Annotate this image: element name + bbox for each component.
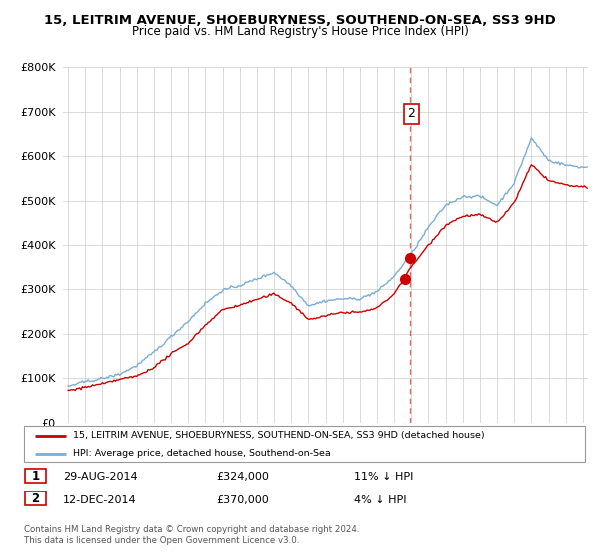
- Text: 12-DEC-2014: 12-DEC-2014: [63, 494, 137, 505]
- FancyBboxPatch shape: [24, 426, 585, 462]
- Text: £324,000: £324,000: [216, 472, 269, 482]
- Text: HPI: Average price, detached house, Southend-on-Sea: HPI: Average price, detached house, Sout…: [73, 450, 331, 459]
- Text: 15, LEITRIM AVENUE, SHOEBURYNESS, SOUTHEND-ON-SEA, SS3 9HD (detached house): 15, LEITRIM AVENUE, SHOEBURYNESS, SOUTHE…: [73, 431, 485, 440]
- Text: 2: 2: [31, 492, 40, 505]
- Text: 2: 2: [407, 108, 415, 120]
- Text: Price paid vs. HM Land Registry's House Price Index (HPI): Price paid vs. HM Land Registry's House …: [131, 25, 469, 38]
- Text: 1: 1: [31, 469, 40, 483]
- FancyBboxPatch shape: [25, 491, 46, 506]
- Text: 4% ↓ HPI: 4% ↓ HPI: [354, 494, 407, 505]
- FancyBboxPatch shape: [25, 469, 46, 483]
- Text: 11% ↓ HPI: 11% ↓ HPI: [354, 472, 413, 482]
- Text: 15, LEITRIM AVENUE, SHOEBURYNESS, SOUTHEND-ON-SEA, SS3 9HD: 15, LEITRIM AVENUE, SHOEBURYNESS, SOUTHE…: [44, 14, 556, 27]
- Text: Contains HM Land Registry data © Crown copyright and database right 2024.
This d: Contains HM Land Registry data © Crown c…: [24, 525, 359, 545]
- Text: 29-AUG-2014: 29-AUG-2014: [63, 472, 137, 482]
- Text: £370,000: £370,000: [216, 494, 269, 505]
